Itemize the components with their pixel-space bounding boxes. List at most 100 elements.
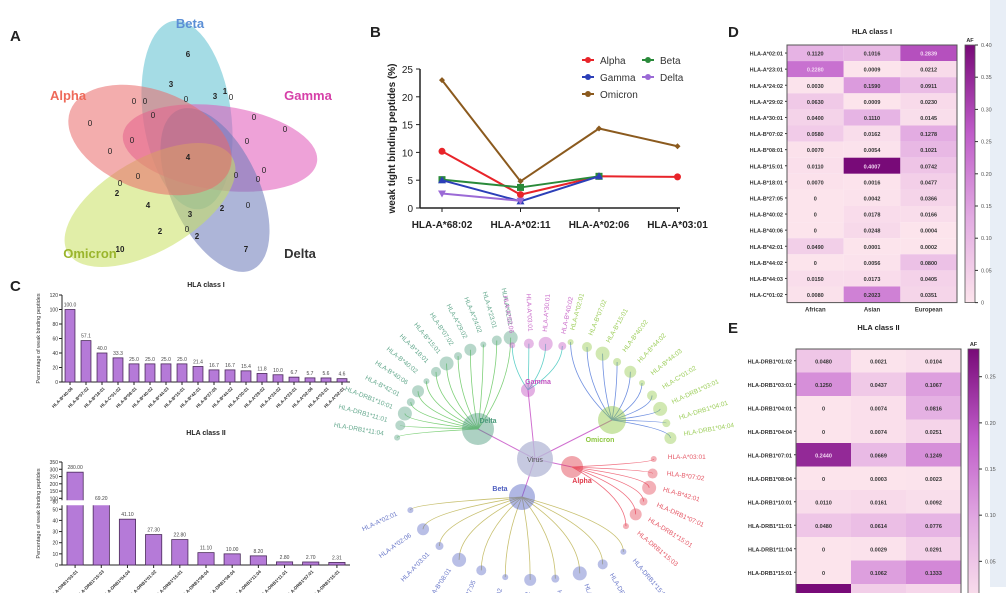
heatmap-cell: [787, 238, 844, 255]
venn-region-value: 0: [246, 201, 251, 210]
x-tick-label: HLA-DRB1*08:04: [181, 569, 211, 593]
heatmap-cell-value: 0.0776: [925, 524, 942, 530]
network-edge: [611, 395, 653, 421]
heatmap-cell-value: 0.0742: [920, 164, 937, 170]
heatmap-cell: [900, 157, 957, 174]
panel-label-b: B: [370, 24, 381, 41]
bar: [304, 377, 316, 383]
heatmap-cell: [851, 396, 906, 420]
bar-value-label: 5.7: [307, 371, 314, 377]
heatmap-cell: [796, 584, 851, 593]
heatmap-cell: [843, 189, 901, 206]
venn-label: Beta: [176, 16, 205, 31]
network-leaf-node: [480, 341, 487, 348]
heatmap-column-label: European: [915, 308, 943, 314]
heatmap-cell-value: 0.0092: [925, 500, 942, 506]
network-edge: [477, 337, 512, 430]
network-edge: [611, 408, 661, 421]
venn-region-value: 2: [115, 189, 120, 198]
bar-chart-class-ii: HLA class II Percentage of weak binding p…: [36, 430, 352, 593]
network-leaf-node: [412, 385, 425, 398]
heatmap-cell: [900, 238, 957, 255]
venn-region-value: 1: [223, 87, 228, 96]
heatmap-cell: [787, 93, 844, 110]
heatmap-cell: [787, 189, 844, 206]
heatmap-cell: [906, 396, 961, 420]
heatmap-cell-value: 0.0002: [920, 245, 937, 251]
heatmap-cell-value: 0.0251: [925, 430, 942, 436]
panel-label-a: A: [10, 28, 21, 45]
bar-value-label: 11.10: [200, 546, 212, 552]
venn-region-value: 3: [169, 80, 174, 89]
network-leaf-label: HLA-A*23:01: [481, 291, 498, 330]
network-leaf-label: HLA-A*03:01: [524, 293, 533, 332]
heatmap-cell-value: 0.0630: [807, 100, 824, 106]
network-leaf-label: HLA-A*30:01: [542, 293, 552, 332]
heatmap-cell: [796, 443, 851, 467]
heatmap-cell: [787, 109, 844, 126]
heatmap-cell-value: 0: [814, 213, 817, 219]
network-edge: [457, 356, 479, 430]
heatmap-cell-value: 0: [822, 571, 825, 577]
network-edge: [439, 496, 523, 547]
heatmap-row-label: HLA-DRB1*03:01: [748, 383, 792, 389]
venn-region-value: 4: [146, 201, 151, 210]
y-tick-label: 10: [52, 552, 58, 558]
bar: [197, 552, 215, 566]
series-line-omicron: [441, 79, 678, 183]
network-leaf-node: [653, 401, 668, 416]
heatmap-cell-value: 0.2023: [864, 293, 881, 299]
venn-region-value: 2: [158, 227, 163, 236]
heatmap-cell-value: 0.0580: [807, 132, 824, 138]
heatmap-cell-value: 0.1249: [925, 453, 942, 459]
heatmap-cell: [851, 490, 906, 514]
network-group-node: [561, 456, 583, 478]
heatmap-cell: [851, 419, 906, 443]
bar-value-label: 69.20: [95, 496, 108, 502]
network-group-label: Alpha: [572, 478, 592, 485]
network-leaf-node: [397, 406, 412, 421]
heatmap-row-label: HLA-DRB1*07:01: [748, 453, 792, 459]
heatmap-cell: [851, 372, 906, 396]
network-leaf-node: [629, 508, 642, 521]
heatmap-row-label: HLA-B*18:01: [750, 180, 783, 186]
heatmap-class-ii: HLA class II HLA-DRB1*01:02 0.0480 0.0021 0.…: [748, 323, 996, 593]
network-edge: [469, 349, 479, 430]
network-edge: [586, 346, 613, 421]
heatmap-border: [795, 348, 962, 593]
heatmap-cell: [796, 560, 851, 584]
heatmap-cell-value: 0.0004: [920, 229, 938, 235]
data-point: [517, 183, 524, 191]
venn-label: Omicron: [63, 246, 117, 261]
network-group-node: [462, 413, 494, 445]
heatmap-cell-value: 0.0166: [920, 213, 937, 219]
heatmap-cell-value: 0: [822, 406, 825, 412]
network-leaf-node: [664, 431, 677, 444]
bar-value-label: 6.7: [291, 370, 298, 376]
bar: [302, 561, 320, 566]
network-leaf-node: [650, 456, 657, 462]
heatmap-cell-value: 0.0110: [815, 500, 832, 506]
heatmap-cell: [843, 61, 901, 78]
heatmap-row-label: HLA-A*24:02: [750, 84, 783, 90]
heatmap-cell: [851, 443, 906, 467]
x-tick-label: HLA-DRB1*08:04: [207, 569, 237, 593]
heatmap-row-label: HLA-A*29:02: [750, 100, 783, 106]
legend-marker: [585, 57, 591, 63]
heatmap-cell-value: 0: [814, 261, 817, 267]
y-tick-label: 300: [50, 467, 59, 473]
y-tick-label: 10: [402, 148, 414, 159]
heatmap-cell-value: 0.0614: [870, 524, 888, 530]
network-edge: [521, 496, 604, 565]
venn-region-value: 0: [88, 119, 93, 128]
venn-region-value: 3: [188, 210, 193, 219]
colorbar: [967, 348, 980, 593]
x-tick-label: HLA-A*02:06: [569, 220, 630, 231]
network-leaf-node: [394, 434, 401, 441]
heatmap-cell: [851, 349, 906, 373]
network-leaf-node: [524, 573, 537, 586]
heatmap-cell: [900, 125, 957, 142]
heatmap-cell-value: 0: [814, 196, 817, 202]
network-edge: [422, 496, 523, 530]
